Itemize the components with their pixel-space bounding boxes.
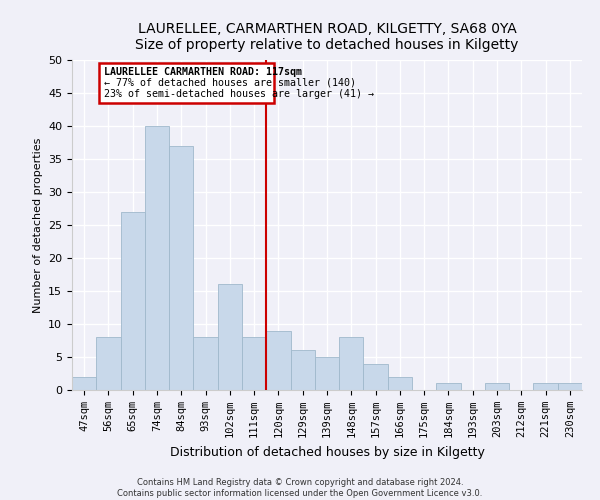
X-axis label: Distribution of detached houses by size in Kilgetty: Distribution of detached houses by size …	[170, 446, 484, 458]
Bar	[485, 384, 509, 390]
Text: Contains HM Land Registry data © Crown copyright and database right 2024.
Contai: Contains HM Land Registry data © Crown c…	[118, 478, 482, 498]
Bar	[169, 146, 193, 390]
Title: LAURELLEE, CARMARTHEN ROAD, KILGETTY, SA68 0YA
Size of property relative to deta: LAURELLEE, CARMARTHEN ROAD, KILGETTY, SA…	[136, 22, 518, 52]
Bar	[193, 337, 218, 390]
Bar	[558, 384, 582, 390]
Text: ← 77% of detached houses are smaller (140): ← 77% of detached houses are smaller (14…	[104, 78, 356, 88]
Bar	[242, 337, 266, 390]
Bar	[96, 337, 121, 390]
Bar	[533, 384, 558, 390]
Bar	[388, 377, 412, 390]
Bar	[290, 350, 315, 390]
Bar	[266, 330, 290, 390]
Bar	[339, 337, 364, 390]
Bar	[121, 212, 145, 390]
FancyBboxPatch shape	[99, 64, 274, 103]
Bar	[218, 284, 242, 390]
Bar	[436, 384, 461, 390]
Bar	[315, 357, 339, 390]
Bar	[145, 126, 169, 390]
Text: LAURELLEE CARMARTHEN ROAD: 117sqm: LAURELLEE CARMARTHEN ROAD: 117sqm	[104, 67, 302, 77]
Bar	[364, 364, 388, 390]
Bar	[72, 377, 96, 390]
Text: 23% of semi-detached houses are larger (41) →: 23% of semi-detached houses are larger (…	[104, 88, 374, 99]
Y-axis label: Number of detached properties: Number of detached properties	[32, 138, 43, 312]
